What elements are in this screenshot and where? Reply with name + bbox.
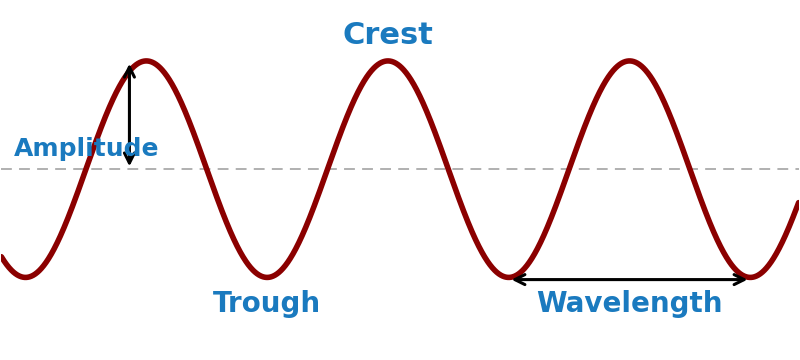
Text: Wavelength: Wavelength (536, 291, 722, 318)
Text: Crest: Crest (342, 21, 434, 50)
Text: Amplitude: Amplitude (14, 136, 159, 161)
Text: Trough: Trough (213, 291, 321, 318)
